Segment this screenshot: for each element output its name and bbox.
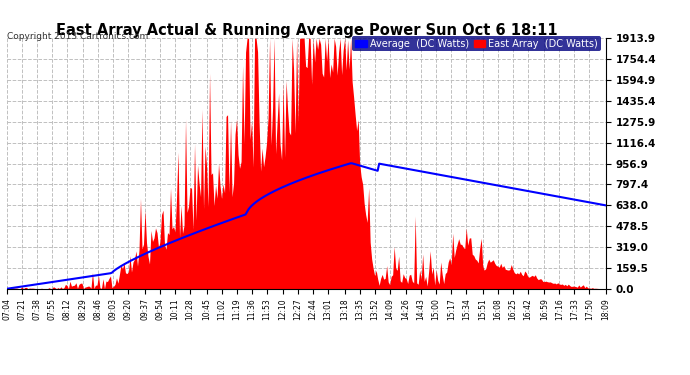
Text: Copyright 2013 Cartronics.com: Copyright 2013 Cartronics.com — [7, 32, 148, 41]
Legend: Average  (DC Watts), East Array  (DC Watts): Average (DC Watts), East Array (DC Watts… — [352, 36, 601, 51]
Title: East Array Actual & Running Average Power Sun Oct 6 18:11: East Array Actual & Running Average Powe… — [56, 23, 557, 38]
